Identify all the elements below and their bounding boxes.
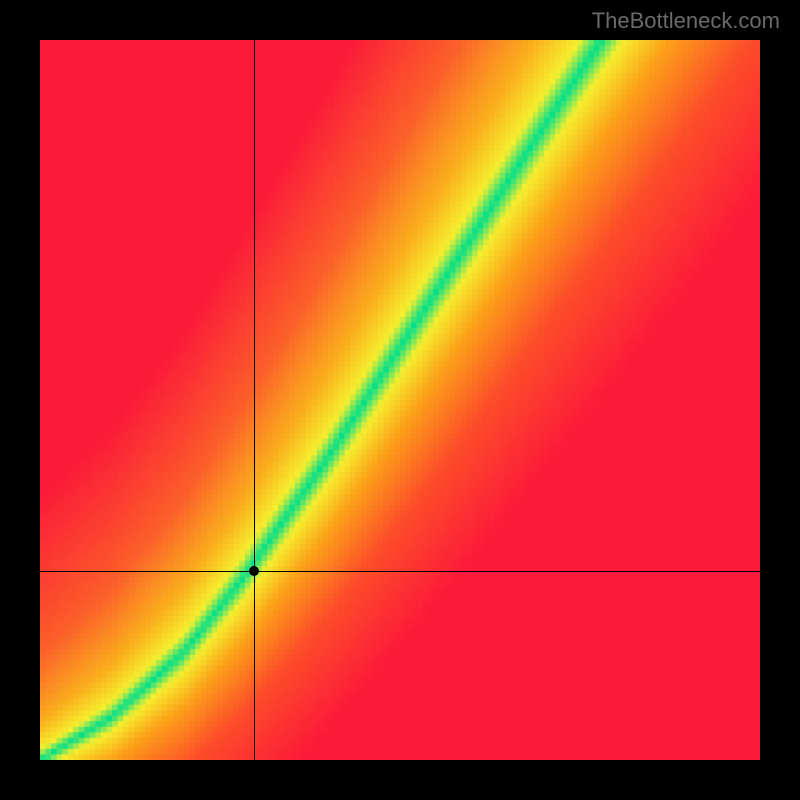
heatmap-canvas [40, 40, 760, 760]
crosshair-marker [249, 566, 259, 576]
watermark-text: TheBottleneck.com [592, 8, 780, 34]
crosshair-horizontal [40, 571, 760, 572]
crosshair-vertical [254, 40, 255, 760]
bottleneck-heatmap [40, 40, 760, 760]
